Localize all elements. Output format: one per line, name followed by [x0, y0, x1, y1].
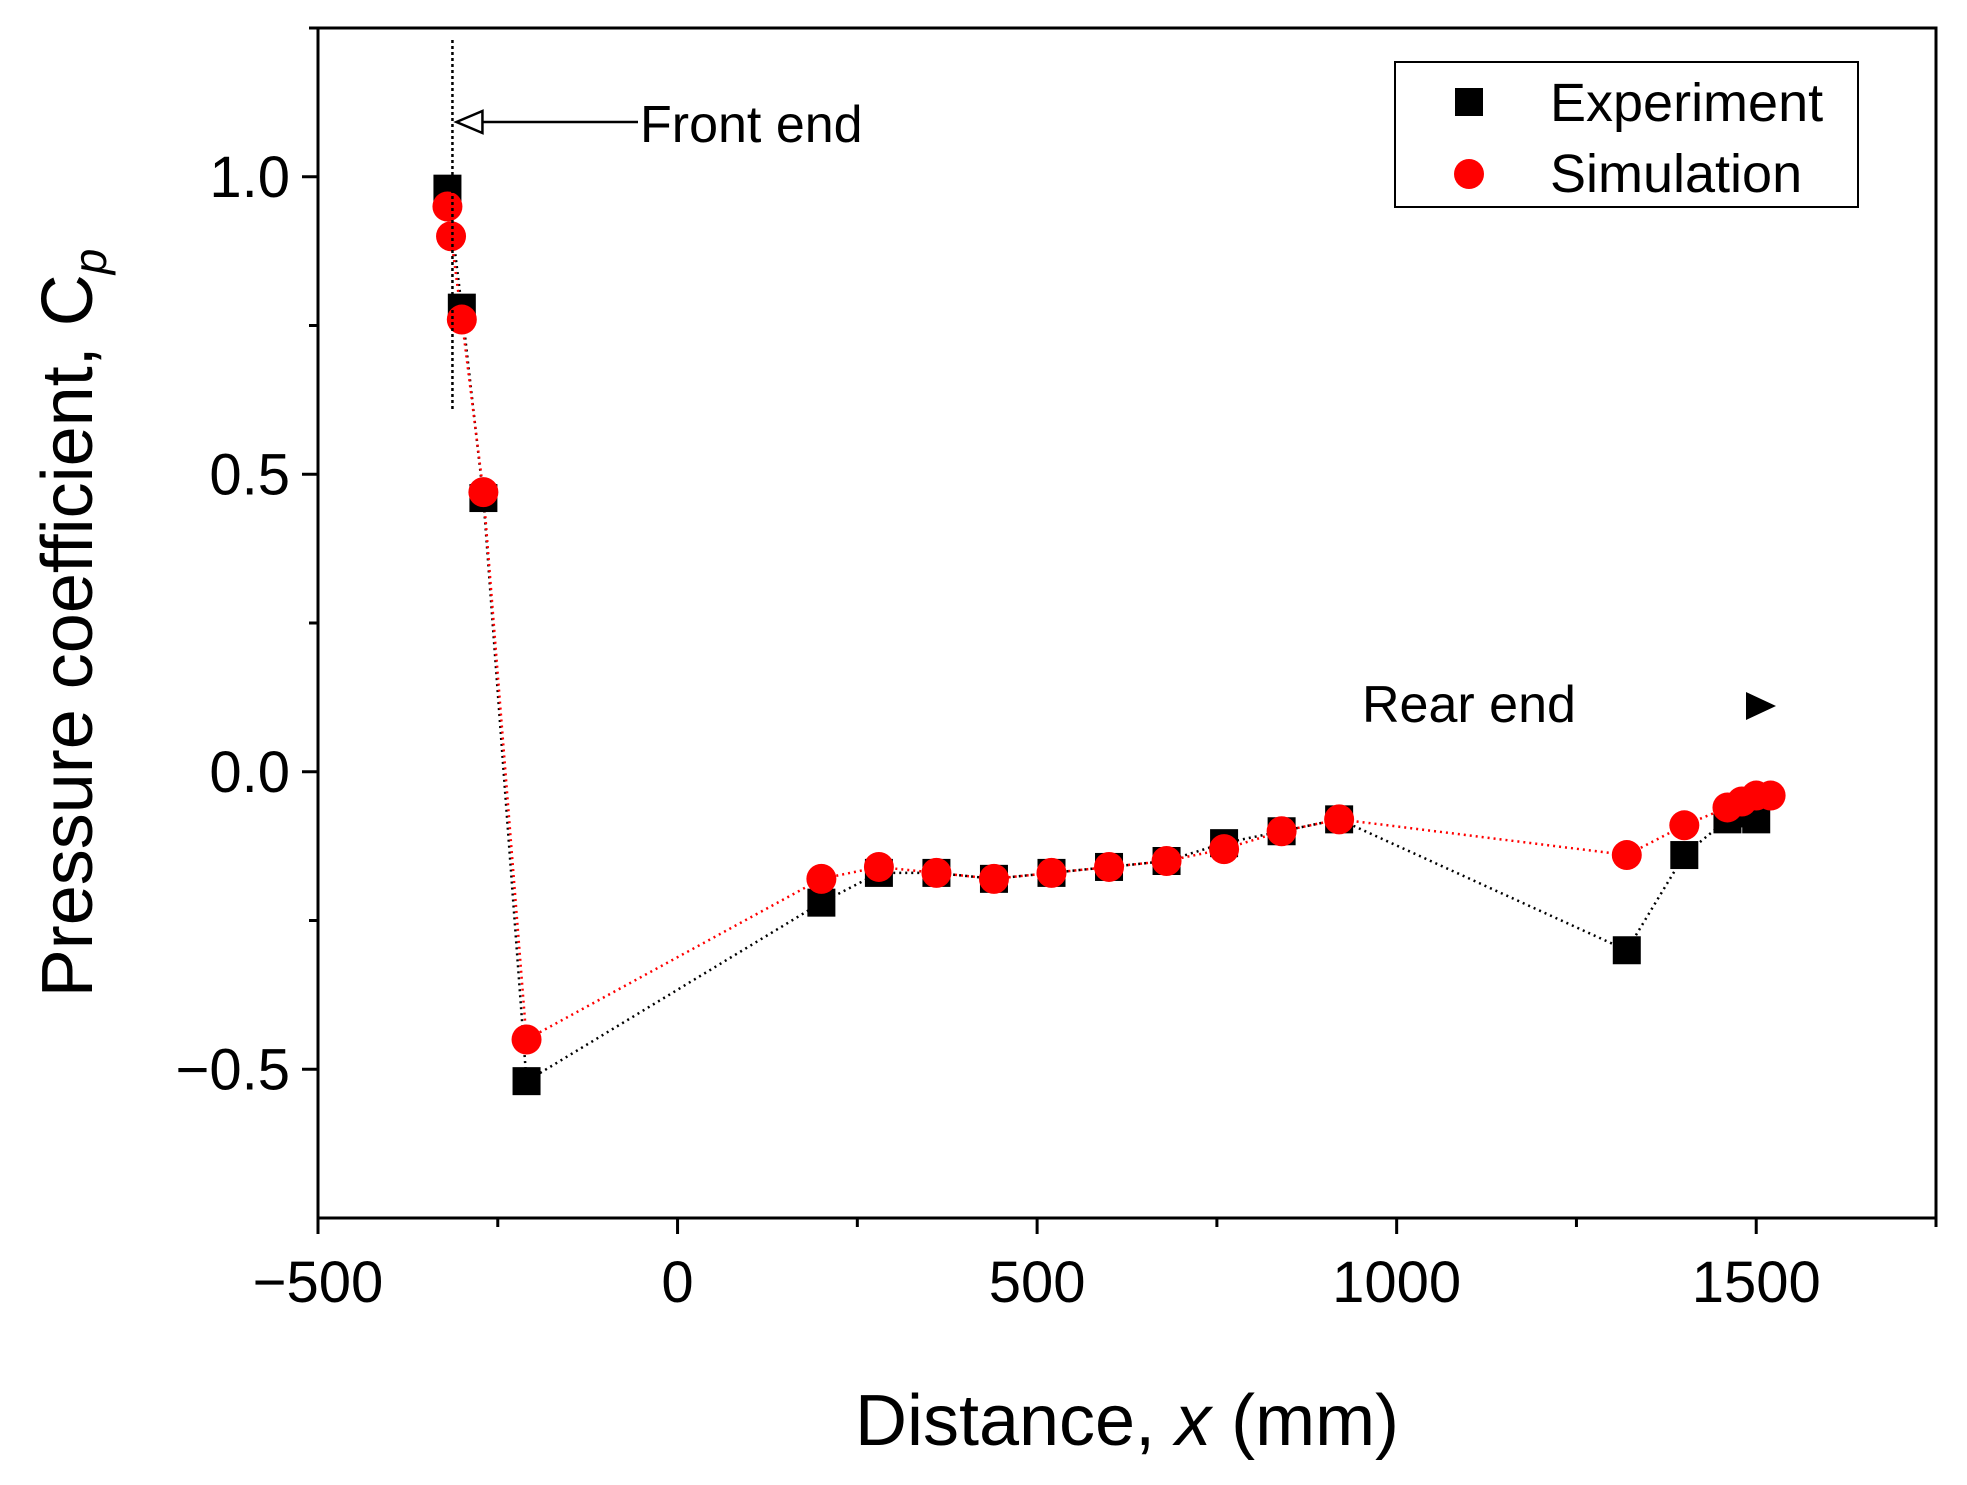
simulation-point [432, 191, 463, 222]
simulation-point [1755, 780, 1786, 811]
x-axis-ticks: −500 0 500 1000 1500 [253, 1218, 1938, 1315]
experiment-point [512, 1067, 541, 1096]
legend-experiment-marker [1455, 88, 1483, 116]
x-axis-title: Distance, x (mm) [855, 1381, 1399, 1461]
front-end-arrow-icon [453, 109, 484, 135]
legend: Experiment Simulation [1394, 61, 1859, 208]
series-markers [432, 174, 1786, 1096]
simulation-point [468, 477, 499, 508]
y-tick-label: 1.0 [209, 145, 290, 210]
simulation-point [511, 1024, 542, 1055]
rear-end-arrow-icon [1746, 692, 1776, 720]
rear-end-annotation: Rear end [1362, 676, 1776, 734]
simulation-point [978, 863, 1009, 894]
x-tick-label: −500 [253, 1250, 384, 1315]
simulation-point [1094, 851, 1125, 882]
simulation-point [1151, 846, 1182, 876]
experiment-point [1670, 841, 1699, 870]
y-tick-label: 0.5 [209, 442, 290, 507]
x-tick-label: 0 [661, 1250, 693, 1315]
x-tick-label: 1500 [1692, 1250, 1821, 1315]
front-end-annotation: Front end [451, 40, 863, 410]
simulation-point [446, 304, 477, 335]
simulation-point [1036, 857, 1067, 888]
y-axis-title-prefix: Pressure coefficient, [28, 326, 108, 997]
simulation-point [1669, 810, 1700, 841]
x-axis-title-suffix: (mm) [1211, 1381, 1399, 1461]
y-axis-title-variable: C [28, 274, 108, 326]
simulation-point [863, 851, 894, 882]
y-tick-label: −0.5 [176, 1037, 291, 1102]
simulation-point [436, 221, 467, 252]
rear-end-label: Rear end [1362, 676, 1576, 734]
y-axis-title-subscript: p [64, 249, 116, 277]
simulation-point [1611, 840, 1642, 871]
simulation-point [1266, 816, 1297, 847]
experiment-point [1612, 936, 1641, 965]
legend-experiment-label: Experiment [1550, 73, 1823, 133]
simulation-point [1209, 834, 1240, 865]
x-axis-title-prefix: Distance, [855, 1381, 1175, 1461]
x-tick-label: 1000 [1332, 1250, 1461, 1315]
simulation-point [1324, 804, 1355, 835]
x-tick-label: 500 [989, 1250, 1086, 1315]
y-axis-title: Pressure coefficient, Cp [28, 249, 116, 998]
y-axis-ticks: −0.5 0.0 0.5 1.0 [176, 26, 318, 1102]
y-tick-label: 0.0 [209, 740, 290, 805]
legend-simulation-marker [1454, 159, 1484, 189]
x-axis-title-variable: x [1172, 1381, 1214, 1461]
simulation-point [921, 857, 952, 888]
front-end-label: Front end [640, 96, 863, 154]
legend-simulation-label: Simulation [1550, 144, 1802, 204]
simulation-point [806, 863, 837, 894]
